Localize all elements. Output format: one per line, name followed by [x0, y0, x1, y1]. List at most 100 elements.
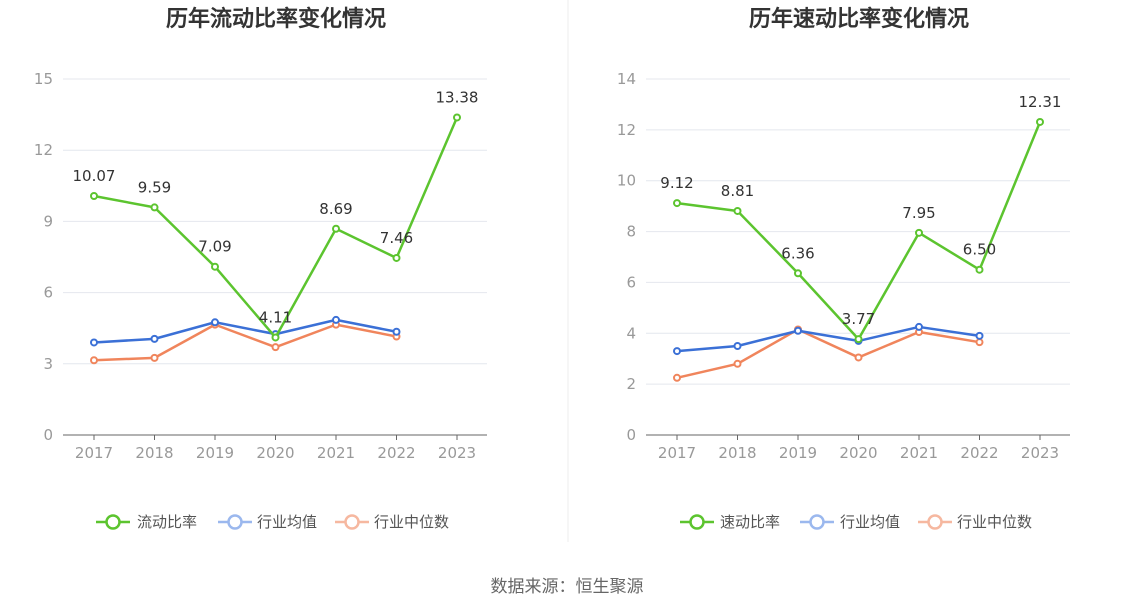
data-point-median[interactable]: [854, 353, 863, 362]
y-tick-label: 15: [34, 70, 53, 88]
data-label: 8.69: [319, 200, 352, 218]
legend-label: 行业均值: [257, 513, 317, 531]
data-point-median[interactable]: [975, 338, 984, 347]
data-point-avg[interactable]: [915, 322, 923, 331]
data-point-avg[interactable]: [673, 347, 681, 356]
data-point-primary[interactable]: [854, 335, 863, 344]
x-tick-label: 2018: [718, 444, 756, 462]
data-label: 6.36: [781, 244, 814, 262]
data-point-median[interactable]: [271, 343, 280, 352]
data-label: 6.50: [963, 241, 996, 259]
data-point-primary[interactable]: [271, 333, 280, 342]
data-label: 9.59: [138, 178, 171, 196]
x-tick-label: 2018: [135, 444, 173, 462]
series-line-median: [676, 328, 980, 380]
data-point-primary[interactable]: [915, 228, 923, 237]
series-line-median: [93, 323, 397, 362]
x-tick-label: 2017: [75, 444, 113, 462]
data-label: 7.46: [380, 229, 413, 247]
legend-label: 行业均值: [840, 513, 900, 531]
legend-marker: [105, 514, 121, 530]
legend-item-median[interactable]: 行业中位数: [918, 513, 1032, 531]
data-point-primary[interactable]: [1036, 117, 1044, 126]
data-point-primary[interactable]: [794, 269, 802, 278]
legend-item-avg[interactable]: 行业均值: [218, 513, 317, 531]
legend-label: 行业中位数: [374, 513, 449, 531]
x-tick-label: 2019: [196, 444, 234, 462]
legend-label: 速动比率: [720, 513, 780, 531]
data-point-median[interactable]: [90, 356, 98, 365]
legend-item-primary[interactable]: 速动比率: [680, 513, 780, 531]
data-label: 12.31: [1019, 93, 1062, 111]
y-tick-label: 2: [626, 375, 636, 393]
data-point-primary[interactable]: [733, 206, 742, 215]
data-point-primary[interactable]: [211, 262, 219, 271]
y-tick-label: 9: [43, 212, 53, 230]
data-point-primary[interactable]: [975, 265, 984, 274]
x-tick-label: 2019: [779, 444, 817, 462]
data-point-median[interactable]: [733, 359, 742, 368]
y-tick-label: 12: [617, 121, 636, 139]
x-tick-label: 2021: [317, 444, 355, 462]
series-line-avg: [676, 325, 980, 353]
x-tick-label: 2020: [256, 444, 294, 462]
data-label: 7.09: [198, 238, 231, 256]
legend-marker: [344, 514, 360, 530]
data-source: 数据来源：恒生聚源: [491, 577, 644, 597]
data-point-primary[interactable]: [392, 253, 401, 262]
data-point-primary[interactable]: [150, 203, 159, 212]
data-point-avg[interactable]: [211, 318, 219, 327]
series-line-primary: [676, 121, 1042, 341]
x-tick-label: 2023: [1021, 444, 1059, 462]
legend-item-primary[interactable]: 流动比率: [96, 513, 197, 531]
legend-item-avg[interactable]: 行业均值: [800, 513, 900, 531]
data-label: 3.77: [842, 310, 875, 328]
data-point-primary[interactable]: [332, 224, 340, 233]
data-point-avg[interactable]: [392, 327, 401, 336]
data-point-avg[interactable]: [90, 338, 98, 347]
legend-item-median[interactable]: 行业中位数: [335, 513, 449, 531]
data-point-avg[interactable]: [332, 315, 340, 324]
data-label: 13.38: [436, 88, 479, 106]
legend-label: 行业中位数: [957, 513, 1032, 531]
data-point-avg[interactable]: [794, 326, 802, 335]
x-tick-label: 2021: [900, 444, 938, 462]
data-label: 8.81: [721, 182, 754, 200]
y-tick-label: 0: [43, 426, 53, 444]
data-point-avg[interactable]: [150, 334, 159, 343]
data-point-median[interactable]: [150, 353, 159, 362]
x-tick-label: 2017: [658, 444, 696, 462]
chart-title: 历年速动比率变化情况: [749, 6, 969, 32]
chart-title: 历年流动比率变化情况: [166, 6, 386, 32]
legend-marker: [927, 514, 943, 530]
y-tick-label: 6: [626, 273, 636, 291]
data-label: 10.07: [73, 167, 116, 185]
current-ratio-chart: 历年流动比率变化情况 0 3 6 9 12 15 2017 2018 2019 2020 2021 20…: [34, 6, 487, 531]
x-tick-label: 2022: [960, 444, 998, 462]
x-tick-label: 2020: [839, 444, 877, 462]
quick-ratio-chart: 历年速动比率变化情况 0 2 4 6 8 10 12 14 2017 2018 2019 2020 202…: [617, 6, 1070, 531]
legend-marker: [689, 514, 705, 530]
data-point-avg[interactable]: [975, 331, 984, 340]
data-point-avg[interactable]: [733, 342, 742, 350]
data-point-primary[interactable]: [90, 192, 98, 201]
y-tick-label: 0: [626, 426, 636, 444]
legend-label: 流动比率: [137, 513, 197, 531]
y-tick-label: 8: [626, 223, 636, 241]
x-tick-label: 2022: [377, 444, 415, 462]
series-line-avg: [93, 318, 397, 344]
y-tick-label: 6: [43, 284, 53, 302]
y-tick-label: 3: [43, 355, 53, 373]
data-point-primary[interactable]: [453, 113, 461, 122]
y-tick-label: 4: [626, 324, 636, 342]
data-label: 9.12: [660, 174, 693, 192]
y-tick-label: 14: [617, 70, 636, 88]
data-label: 4.11: [259, 308, 292, 326]
x-tick-label: 2023: [438, 444, 476, 462]
data-label: 7.95: [902, 204, 935, 222]
legend-marker: [227, 514, 243, 530]
data-point-primary[interactable]: [673, 199, 681, 208]
data-point-median[interactable]: [673, 373, 681, 382]
y-tick-label: 12: [34, 141, 53, 159]
